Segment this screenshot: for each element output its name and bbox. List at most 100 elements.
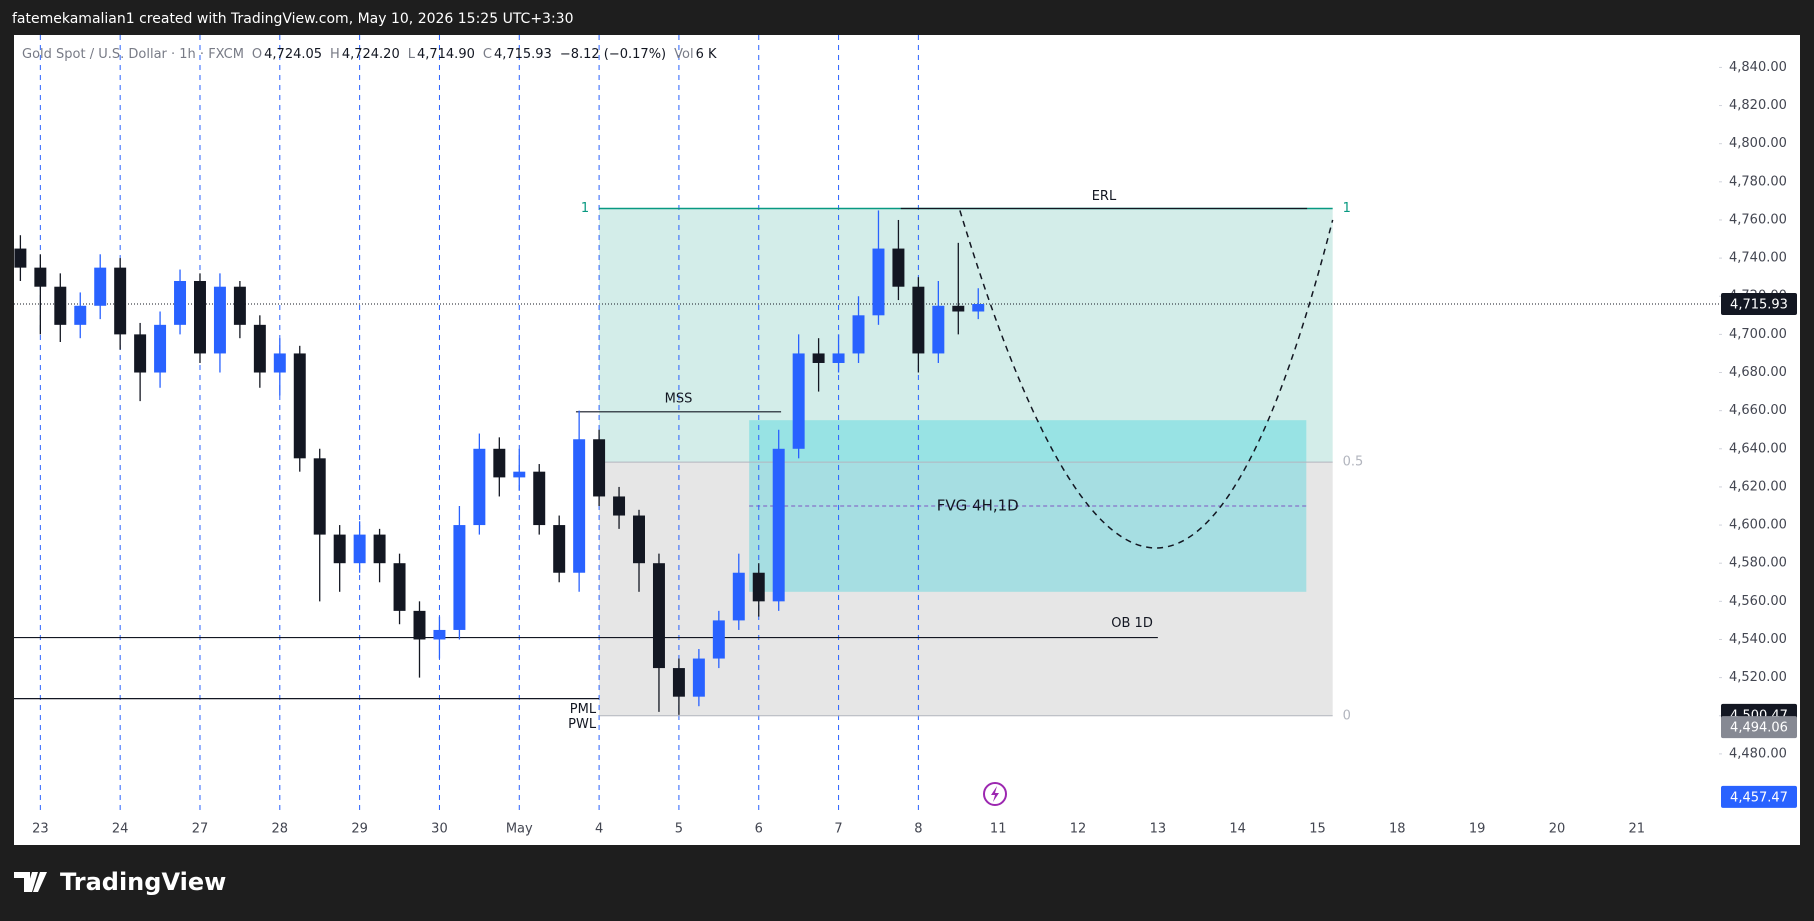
candle-body (792, 353, 805, 449)
fib-level-label: 0 (1343, 708, 1351, 723)
x-tick-label: 24 (112, 822, 129, 837)
candle-body (752, 572, 765, 602)
candle-body (493, 448, 506, 478)
y-tick-label: 4,740.00 (1729, 251, 1787, 266)
fvg-label: FVG 4H,1D (937, 496, 1019, 514)
price-tag (1721, 716, 1797, 739)
y-tick-label: 4,760.00 (1729, 212, 1787, 227)
x-tick-label: 13 (1150, 822, 1167, 837)
y-tick-label: 4,840.00 (1729, 60, 1787, 75)
legend: Gold Spot / U.S. Dollar · 1h · FXCM O 4,72… (22, 47, 717, 62)
candle-body (613, 496, 626, 516)
candle-body (14, 248, 27, 268)
icon-ring (983, 782, 1007, 806)
fib-level-label: 0.5 (1343, 455, 1364, 470)
candle-body (433, 629, 446, 640)
candle-body (912, 286, 925, 354)
candle-body (293, 353, 306, 459)
pwl-label: PWL (568, 717, 597, 732)
x-tick-label: 23 (32, 822, 49, 837)
y-tick-label: 4,580.00 (1729, 556, 1787, 571)
candle-body (393, 563, 406, 611)
legend-symbol: Gold Spot / U.S. Dollar · 1h · FXCM (22, 47, 244, 62)
candle-body (74, 305, 87, 325)
candle-body (652, 563, 665, 669)
fib-level-label: 1 (1343, 201, 1351, 216)
legend-volume: 6 K (696, 47, 717, 62)
candle-body (273, 353, 286, 373)
axes: 23 24 27 28 29 30 May 4 5 6 7 8 11 12 13 14 15 18 19 20 21ER… (22, 35, 1800, 845)
y-tick-label: 4,820.00 (1729, 98, 1787, 113)
fib-lower-zone (599, 462, 1333, 716)
pml-label: PML (570, 702, 597, 717)
candle-body (633, 515, 645, 564)
x-tick-label: May (506, 822, 533, 837)
candle-body (54, 286, 67, 325)
y-tick-label: 4,680.00 (1729, 365, 1787, 380)
candle-body (193, 280, 206, 354)
legend-low: 4,714.90 (417, 47, 475, 62)
candle-body (333, 534, 346, 564)
ob-label: OB 1D (1111, 616, 1153, 631)
fib-level-label: 1 (581, 201, 589, 216)
price-tag-label: 4,494.06 (1730, 721, 1788, 736)
candle-body (174, 280, 187, 325)
candle-body (233, 286, 246, 325)
x-tick-label: 19 (1469, 822, 1486, 837)
legend-h-key: H (330, 47, 340, 62)
y-tick-label: 4,800.00 (1729, 136, 1787, 151)
candle-body (373, 534, 386, 564)
x-tick-label: 14 (1229, 822, 1246, 837)
candle-body (353, 534, 366, 564)
candle-body (832, 353, 845, 363)
legend-open: 4,724.05 (264, 47, 322, 62)
candle-body (154, 324, 167, 373)
candle-body (952, 305, 965, 312)
brand-name: TradingView (60, 868, 226, 896)
candle-body (513, 471, 526, 478)
candle-body (213, 286, 226, 354)
candle-body (553, 525, 566, 573)
x-tick-label: 12 (1070, 822, 1087, 837)
x-tick-label: 7 (834, 822, 842, 837)
erl-label: ERL (1092, 189, 1117, 204)
fib-upper-zone (599, 208, 1333, 463)
y-tick-label: 4,480.00 (1729, 746, 1787, 761)
candle-body (812, 353, 825, 363)
price-tag-label: 4,715.93 (1730, 298, 1788, 313)
icon-bolt (991, 786, 999, 802)
legend-c-key: C (483, 47, 492, 62)
price-tag-label: 4,457.47 (1730, 790, 1788, 805)
x-tick-label: 21 (1629, 822, 1646, 837)
y-tick-label: 4,780.00 (1729, 174, 1787, 189)
candle-body (972, 304, 985, 312)
candle-body (573, 439, 586, 573)
header-text: fatemekamalian1 created with TradingView… (12, 11, 574, 27)
x-tick-label: 28 (272, 822, 289, 837)
x-tick-label: 20 (1549, 822, 1566, 837)
x-tick-label: 15 (1309, 822, 1326, 837)
y-tick-label: 4,620.00 (1729, 479, 1787, 494)
candle-body (94, 267, 107, 306)
x-tick-label: 18 (1389, 822, 1406, 837)
candle-body (772, 448, 785, 602)
candle-body (114, 267, 127, 335)
y-tick-label: 4,640.00 (1729, 441, 1787, 456)
candle-body (932, 305, 945, 354)
mss-label: MSS (665, 391, 693, 406)
legend-vol-key: Vol (674, 47, 693, 62)
fvg-box (749, 420, 1307, 592)
x-tick-label: 8 (914, 822, 922, 837)
candle-body (313, 458, 326, 535)
y-tick-label: 4,700.00 (1729, 327, 1787, 342)
y-tick-label: 4,560.00 (1729, 594, 1787, 609)
candle-body (34, 267, 47, 287)
candle-body (473, 448, 486, 526)
candle-body (872, 248, 885, 316)
legend-close: 4,715.93 (494, 47, 552, 62)
candle-body (672, 668, 685, 697)
price-tag (1721, 293, 1797, 316)
candle-body (593, 439, 606, 497)
